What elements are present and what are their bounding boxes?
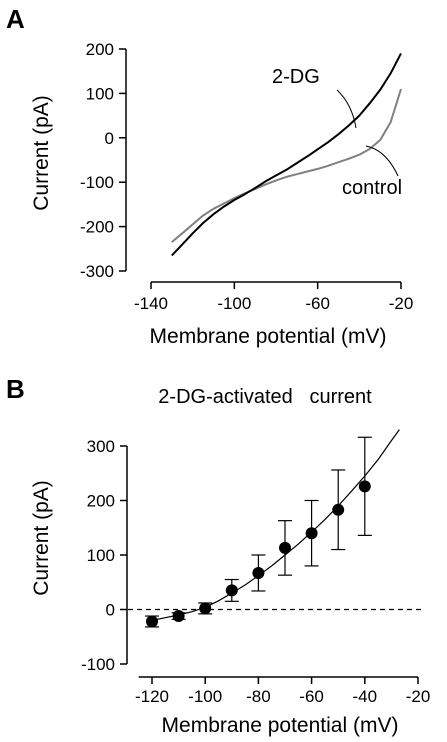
point-marker xyxy=(305,527,318,540)
panel-b-x-axis: -120 -100 -80 -60 -40 -20 xyxy=(135,676,431,706)
data-point xyxy=(331,469,346,551)
data-point xyxy=(145,615,159,628)
x-tick-label: -60 xyxy=(299,687,324,706)
panel-b-y-label: Current (pA) xyxy=(30,480,53,596)
panel-a: A -300 -200 -100 0 100 200 -140 -100 -60 -20 2-D… xyxy=(6,4,413,348)
data-point xyxy=(357,436,372,536)
y-tick-label: 0 xyxy=(106,601,115,620)
y-tick-label: 100 xyxy=(86,84,114,103)
x-tick-label: -120 xyxy=(135,687,169,706)
y-tick-label: 300 xyxy=(87,437,115,456)
x-tick-label: -100 xyxy=(217,294,251,313)
data-point xyxy=(224,578,239,602)
point-marker xyxy=(199,602,212,615)
point-marker xyxy=(358,480,371,493)
series-label-control: control xyxy=(342,177,402,199)
x-tick-label: -20 xyxy=(406,687,431,706)
point-marker xyxy=(225,584,238,597)
data-point xyxy=(198,602,213,615)
point-marker xyxy=(252,566,265,579)
y-tick-label: -300 xyxy=(80,262,114,281)
y-tick-label: -100 xyxy=(80,173,114,192)
series-line-2-dg xyxy=(171,52,402,257)
y-tick-label: 200 xyxy=(86,40,114,59)
data-points xyxy=(145,436,372,628)
x-tick-label: -100 xyxy=(188,687,222,706)
fit-curve xyxy=(146,429,400,623)
fit-line xyxy=(146,429,400,623)
y-tick-label: 200 xyxy=(87,492,115,511)
panel-b-x-label: Membrane potential (mV) xyxy=(162,714,399,737)
panel-a-y-label: Current (pA) xyxy=(30,95,53,211)
series-label-2dg: 2-DG xyxy=(272,66,320,88)
data-point xyxy=(251,554,266,592)
point-marker xyxy=(172,610,185,623)
panel-a-x-label: Membrane potential (mV) xyxy=(150,325,387,348)
panel-a-x-axis: -140 -100 -60 -20 xyxy=(134,281,414,313)
data-point xyxy=(171,610,186,623)
panel-b-y-axis: -100 0 100 200 300 xyxy=(81,437,128,674)
point-marker xyxy=(146,615,158,628)
x-tick-label: -40 xyxy=(353,687,378,706)
x-tick-label: -140 xyxy=(134,294,168,313)
data-point xyxy=(304,499,319,567)
panel-b-label: B xyxy=(6,374,25,404)
panel-a-y-axis: -300 -200 -100 0 100 200 xyxy=(80,40,127,281)
panel-b-title: 2-DG-activated current xyxy=(158,386,372,408)
data-point xyxy=(278,520,292,576)
series-line-control xyxy=(171,88,402,243)
point-marker xyxy=(332,503,345,516)
y-tick-label: -200 xyxy=(80,218,114,237)
y-tick-label: 100 xyxy=(87,546,115,565)
panel-b: B 2-DG-activated current -1000100200300 … xyxy=(6,374,430,737)
y-tick-label: 0 xyxy=(105,129,114,148)
x-tick-label: -80 xyxy=(246,687,271,706)
x-tick-label: -60 xyxy=(305,294,330,313)
series-label-control-pointer xyxy=(365,145,399,177)
panel-a-label: A xyxy=(6,4,25,34)
panel-a-series xyxy=(171,52,402,257)
y-tick-label: -100 xyxy=(81,655,115,674)
x-tick-label: -20 xyxy=(389,294,414,313)
series-label-2dg-pointer xyxy=(336,89,357,129)
point-marker xyxy=(279,541,291,554)
